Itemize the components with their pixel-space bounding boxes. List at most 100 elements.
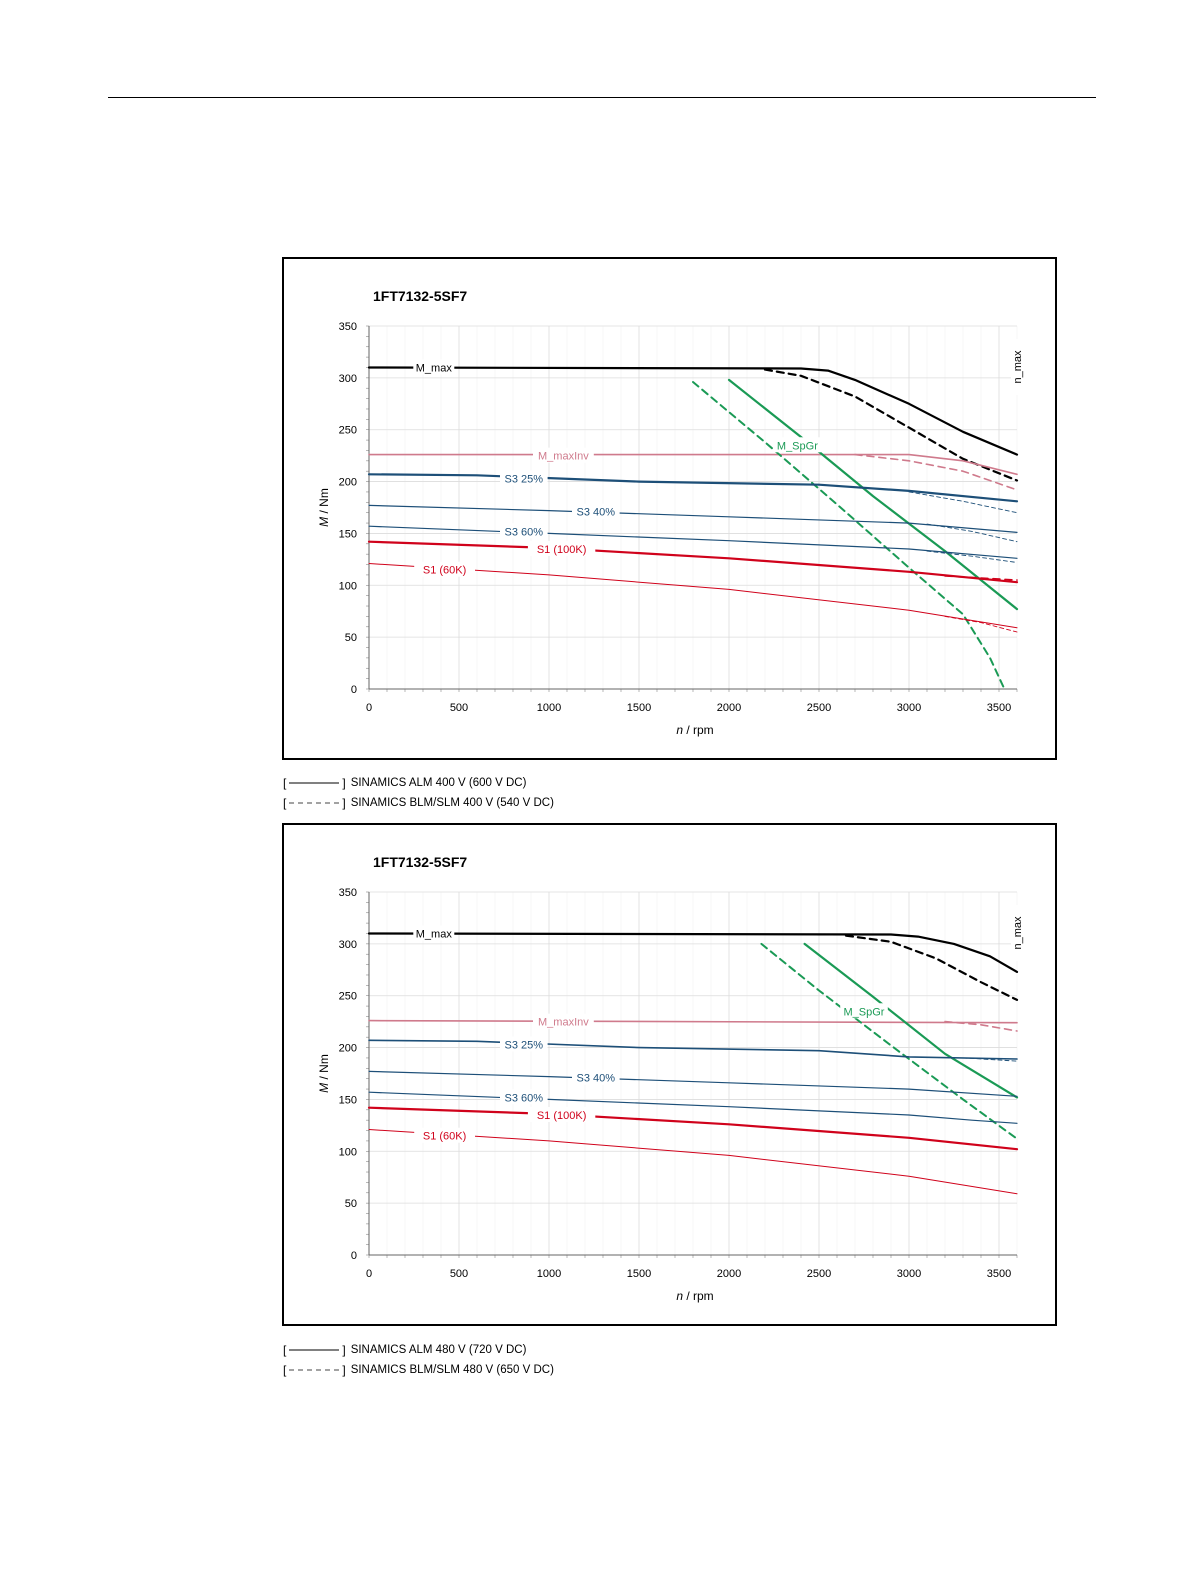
curve-label-s1-60k: S1 (60K) xyxy=(423,565,466,577)
legend-bracket-open: [ xyxy=(283,776,287,790)
series-line-s3-40-alm xyxy=(368,504,1018,533)
legend-bracket-open: [ xyxy=(283,796,287,810)
curve-label-bg xyxy=(414,1127,475,1143)
y-tick-label: 0 xyxy=(351,684,357,696)
x-axis-unit: / rpm xyxy=(683,723,714,737)
y-tick-label: 100 xyxy=(339,1146,357,1158)
y-tick-label: 50 xyxy=(345,632,357,644)
series-line-s1-100k-blm-slm xyxy=(944,575,1018,581)
curve-label-m-spgr: M_SpGr xyxy=(777,440,818,452)
series-line-s3-25-blm-slm xyxy=(962,1057,1018,1062)
y-tick-label: 100 xyxy=(339,580,357,592)
x-tick-label: 0 xyxy=(366,1268,372,1280)
dashed-line-swatch xyxy=(289,802,340,804)
series-line-m-spgr-alm xyxy=(803,942,1019,1099)
legend-bracket-open: [ xyxy=(283,1343,287,1357)
y-tick-label: 350 xyxy=(339,321,357,333)
curve-label-bg xyxy=(533,447,594,463)
legend-dashed-label: SINAMICS BLM/SLM 400 V (540 V DC) xyxy=(350,797,554,809)
series-line-s3-60-alm xyxy=(368,525,1018,559)
x-tick-label: 3500 xyxy=(987,702,1011,714)
series-line-m-spgr-blm-slm xyxy=(760,942,1018,1140)
series-line-s3-60-blm-slm xyxy=(926,550,1018,563)
series-line-m-maxinv-alm xyxy=(368,1019,1018,1024)
curve-label-s3-25: S3 25% xyxy=(505,473,544,485)
legend-1: [ ] SINAMICS ALM 400 V (600 V DC) [ ] SI… xyxy=(283,773,554,813)
curve-label-m-spgr: M_SpGr xyxy=(844,1006,885,1018)
legend-bracket-close: ] xyxy=(342,776,346,790)
series-line-s3-40-alm xyxy=(368,1070,1018,1097)
y-tick-label: 350 xyxy=(339,887,357,899)
chart-title: 1FT7132-5SF7 xyxy=(373,288,467,304)
y-tick-label: 300 xyxy=(339,373,357,385)
curve-label-bg xyxy=(500,1036,548,1052)
legend-dashed-row: [ ] SINAMICS BLM/SLM 480 V (650 V DC) xyxy=(283,1360,554,1380)
curve-label-s1-100k: S1 (100K) xyxy=(537,544,587,556)
series-line-s3-40-blm-slm xyxy=(926,523,1018,543)
legend-bracket-open: [ xyxy=(283,1363,287,1377)
legend-bracket-close: ] xyxy=(342,1343,346,1357)
legend-solid-row: [ ] SINAMICS ALM 480 V (720 V DC) xyxy=(283,1340,554,1360)
curve-label-bg xyxy=(572,1069,620,1085)
nmax-label: n_max xyxy=(1012,350,1024,384)
curve-label-bg xyxy=(840,1003,888,1019)
series-line-m-maxinv-blm-slm xyxy=(944,1020,1018,1032)
curve-label-bg xyxy=(414,561,475,577)
legend-solid-row: [ ] SINAMICS ALM 400 V (600 V DC) xyxy=(283,773,554,793)
y-axis-symbol: M xyxy=(317,1083,331,1093)
y-tick-label: 300 xyxy=(339,939,357,951)
legend-dashed-label: SINAMICS BLM/SLM 480 V (650 V DC) xyxy=(350,1364,554,1376)
y-axis-unit: / Nm xyxy=(317,488,331,517)
x-tick-label: 2000 xyxy=(717,702,741,714)
curve-label-m-max: M_max xyxy=(416,362,453,374)
series-line-m-max-alm xyxy=(367,366,1019,456)
legend-solid-label: SINAMICS ALM 400 V (600 V DC) xyxy=(350,777,527,789)
x-tick-label: 1000 xyxy=(537,702,561,714)
x-tick-label: 0 xyxy=(366,702,372,714)
series-line-m-maxinv-alm xyxy=(368,453,1018,476)
curve-label-s3-40: S3 40% xyxy=(577,1073,616,1085)
legend-2: [ ] SINAMICS ALM 480 V (720 V DC) [ ] SI… xyxy=(283,1340,554,1380)
torque-speed-chart-2: 1FT7132-5SF7 0 500 1000 1500 2000 2500 3000 3500… xyxy=(282,823,1057,1326)
y-tick-label: 250 xyxy=(339,425,357,437)
curve-label-s3-60: S3 60% xyxy=(505,526,544,538)
y-tick-label: 200 xyxy=(339,1043,357,1055)
curve-label-bg xyxy=(773,437,822,453)
y-axis-label: M / Nm xyxy=(317,488,331,527)
x-axis-label: n / rpm xyxy=(676,1289,713,1303)
series-line-s1-60k-blm-slm xyxy=(944,615,1018,633)
legend-bracket-close: ] xyxy=(342,796,346,810)
curve-label-s3-40: S3 40% xyxy=(577,507,616,519)
x-axis-label: n / rpm xyxy=(676,723,713,737)
x-tick-label: 500 xyxy=(450,702,468,714)
torque-speed-chart-1: 1FT7132-5SF7 0 500 1000 1500 2000 2500 3000 3500… xyxy=(282,257,1057,760)
curve-label-s3-25: S3 25% xyxy=(505,1039,544,1051)
series-line-s1-60k-alm xyxy=(368,1129,1018,1195)
x-axis-unit: / rpm xyxy=(683,1289,714,1303)
x-tick-label: 1500 xyxy=(627,1268,651,1280)
nmax-label-bg xyxy=(1011,905,1024,961)
x-tick-label: 3000 xyxy=(897,1268,921,1280)
y-tick-label: 150 xyxy=(339,528,357,540)
curve-label-m-maxinv: M_maxInv xyxy=(538,451,589,463)
curve-label-bg xyxy=(500,1089,548,1105)
y-tick-label: 250 xyxy=(339,991,357,1003)
nmax-label-bg xyxy=(1011,339,1024,395)
y-tick-label: 50 xyxy=(345,1198,357,1210)
curve-label-bg xyxy=(413,359,455,375)
y-tick-label: 150 xyxy=(339,1094,357,1106)
series-line-s1-100k-alm xyxy=(367,1106,1019,1151)
x-tick-label: 500 xyxy=(450,1268,468,1280)
dashed-line-swatch xyxy=(289,1369,340,1371)
x-tick-label: 2500 xyxy=(807,702,831,714)
x-tick-label: 2500 xyxy=(807,1268,831,1280)
solid-line-swatch xyxy=(289,782,340,784)
y-axis-unit: / Nm xyxy=(317,1054,331,1083)
solid-line-swatch xyxy=(289,1349,340,1351)
series-line-m-max-blm-slm xyxy=(844,934,1019,1001)
curve-label-bg xyxy=(533,1013,594,1029)
curve-label-m-max: M_max xyxy=(416,928,453,940)
y-tick-label: 0 xyxy=(351,1250,357,1262)
legend-solid-label: SINAMICS ALM 480 V (720 V DC) xyxy=(350,1344,527,1356)
